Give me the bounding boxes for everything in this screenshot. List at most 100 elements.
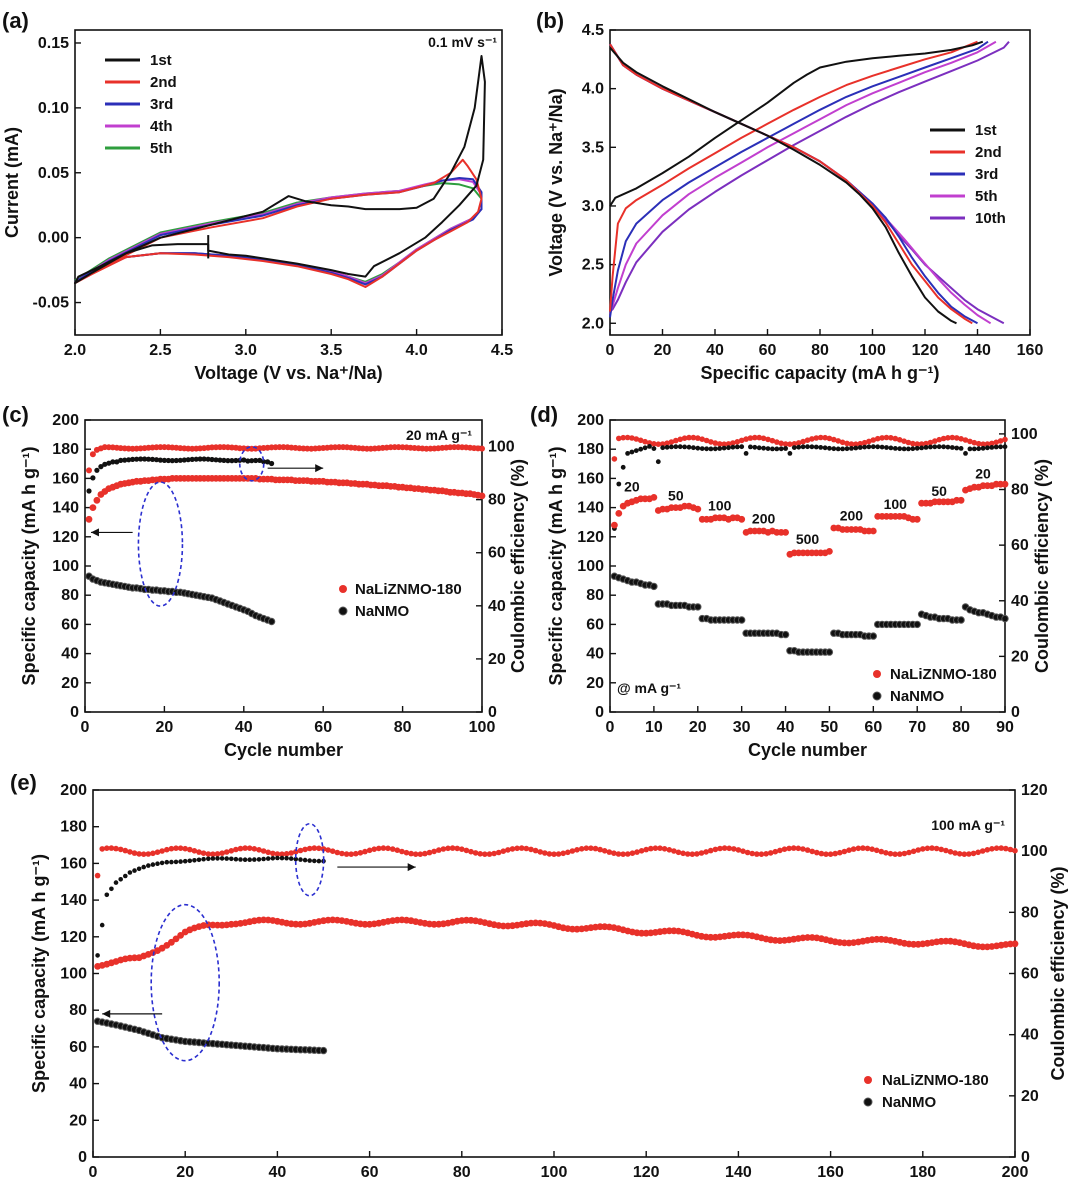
c-y-tick-label: 140 [52, 500, 79, 517]
c-y-tick-label: 20 [61, 675, 79, 692]
c-nanmo-ce-point [142, 456, 148, 462]
c-nanmo-ce-point [197, 456, 203, 462]
c-capacity-point [89, 504, 97, 511]
d-ce-point [927, 439, 934, 446]
d-x-tick-label: 0 [606, 719, 615, 736]
d-y-tick-label: 40 [586, 646, 604, 663]
c-x-tick-label: 80 [394, 719, 412, 736]
e-ce-point [366, 847, 373, 854]
d-nanmo-ce-point [638, 446, 644, 452]
d-nanmo-ce-point [936, 444, 942, 450]
d-nanmo-capacity-point [650, 582, 658, 591]
b-legend-label: 2nd [975, 144, 1002, 161]
e-ce-point [168, 845, 175, 852]
e-ce-point [625, 851, 631, 857]
b-discharge-curve-5th [609, 43, 992, 325]
b-charge-curve-2nd [609, 40, 978, 312]
c-nanmo-ce-point [173, 457, 179, 464]
c-nanmo-ce-point [102, 461, 108, 467]
d-ce-point [686, 434, 692, 441]
d-y2-tick-label: 80 [1011, 482, 1029, 499]
d-ce-point [967, 438, 973, 445]
e-ce-point [832, 850, 838, 857]
e-ce-point [422, 850, 428, 857]
e-ce-point [242, 845, 248, 851]
d-nanmo-capacity-point [781, 630, 790, 639]
e-ce-point [256, 847, 262, 853]
e-ce-point [652, 845, 659, 851]
d-ce-point [668, 439, 675, 445]
e-ce-point [675, 849, 682, 856]
c-ce-point [86, 467, 92, 474]
d-nanmo-ce-point [778, 446, 784, 452]
e-ce-point [754, 851, 760, 857]
e-ce-point [436, 847, 442, 853]
d-nanmo-ce-point [892, 446, 898, 451]
e-ce-point [228, 848, 235, 854]
d-ce-point [853, 441, 859, 448]
b-x-tick-label: 40 [706, 342, 724, 359]
c-nanmo-ce-point [122, 457, 128, 463]
e-ce-point [772, 848, 779, 855]
e-ce-point [523, 845, 530, 852]
d-ce-point [747, 435, 754, 441]
e-y-tick-label: 200 [60, 782, 87, 799]
c-capacity-point [478, 492, 486, 500]
d-capacity-point [826, 548, 833, 555]
d-x-tick-label: 30 [733, 719, 751, 736]
e-ce-point [394, 847, 401, 853]
d-nanmo-capacity-point [1001, 614, 1009, 623]
c-nanmo-capacity-point [267, 617, 276, 626]
a-x-tick-label: 4.0 [405, 342, 427, 359]
c-y2-tick-label: 20 [488, 651, 506, 668]
e-ce-point [177, 845, 184, 851]
e-ce-point [486, 851, 493, 857]
e-ce-point [777, 847, 783, 854]
e-nanmo-ce-point [252, 857, 257, 862]
d-nanmo-ce-point [774, 446, 780, 452]
e-ce-point [694, 851, 700, 857]
d-nanmo-ce-point [875, 444, 881, 450]
e-ce-point [920, 846, 926, 852]
d-legend-marker-black [872, 691, 882, 701]
d-ce-point [725, 441, 732, 447]
d-ce-point [857, 440, 863, 447]
d-ce-point [791, 441, 798, 447]
d-nanmo-ce-point [677, 444, 683, 450]
e-x-tick-label: 100 [541, 1164, 568, 1181]
e-nanmo-ce-point [113, 880, 119, 885]
e-nanmo-ce-point [270, 856, 276, 861]
e-ce-point [380, 845, 387, 851]
d-ce-point [716, 441, 723, 447]
d-capacity-point [1001, 480, 1009, 488]
d-ce-point [659, 441, 666, 447]
d-nanmo-ce-point [923, 445, 929, 450]
e-y2-tick-label: 60 [1021, 966, 1039, 983]
d-ce-point [646, 440, 653, 446]
d-capacity-point [694, 505, 702, 513]
e-ce-point [159, 848, 165, 854]
c-nanmo-ce-point [249, 458, 255, 464]
e-ce-point [362, 848, 368, 855]
d-ce-point [730, 440, 736, 446]
c-nanmo-ce-point [106, 460, 112, 466]
d-nanmo-ce-point [1002, 444, 1008, 450]
e-ce-point [320, 846, 327, 852]
c-nanmo-ce-point [245, 458, 251, 464]
e-ce-point [717, 845, 723, 852]
d-legend-marker-red [873, 670, 881, 678]
d-ce-point [690, 434, 697, 441]
e-ce-point [578, 846, 585, 852]
e-ce-point [952, 850, 958, 856]
d-nanmo-ce-point [717, 446, 723, 451]
b-legend-label: 10th [975, 210, 1006, 227]
d-y2-tick-label: 20 [1011, 648, 1029, 665]
a-x-tick-label: 3.0 [235, 342, 257, 359]
d-rate-label: 200 [752, 511, 776, 527]
e-ce-point [233, 846, 239, 853]
e-x-tick-label: 140 [725, 1164, 752, 1181]
d-ce-point [637, 437, 644, 444]
d-y-tick-label: 140 [577, 500, 604, 517]
d-ce-point [879, 435, 885, 441]
e-capacity-point [430, 920, 438, 928]
